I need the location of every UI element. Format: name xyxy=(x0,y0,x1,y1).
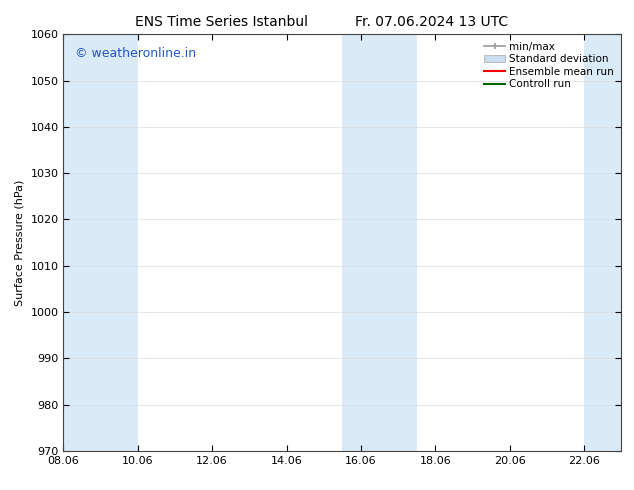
Text: ENS Time Series Istanbul: ENS Time Series Istanbul xyxy=(136,15,308,29)
Text: © weatheronline.in: © weatheronline.in xyxy=(75,47,196,60)
Bar xyxy=(342,34,417,451)
Bar xyxy=(584,34,621,451)
Y-axis label: Surface Pressure (hPa): Surface Pressure (hPa) xyxy=(15,179,25,306)
Legend: min/max, Standard deviation, Ensemble mean run, Controll run: min/max, Standard deviation, Ensemble me… xyxy=(482,40,616,92)
Bar xyxy=(63,34,138,451)
Text: Fr. 07.06.2024 13 UTC: Fr. 07.06.2024 13 UTC xyxy=(354,15,508,29)
